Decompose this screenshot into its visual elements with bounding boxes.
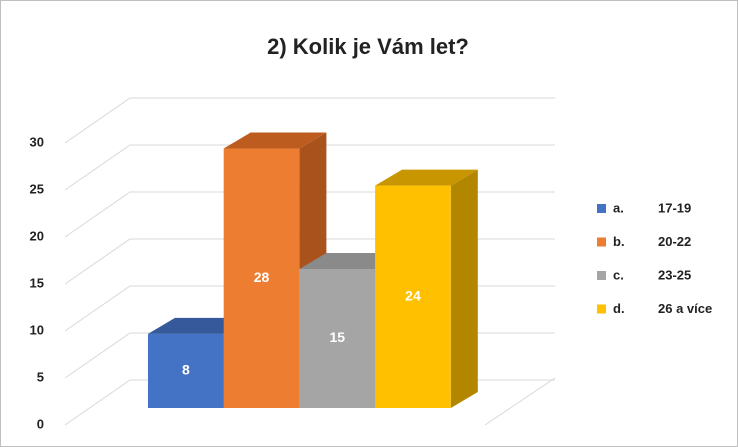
y-tick-label: 20 <box>30 228 44 243</box>
legend-prefix: d. <box>613 301 625 316</box>
legend-label: 17-19 <box>658 200 691 215</box>
bar-top <box>223 132 327 149</box>
data-label: 15 <box>329 329 345 345</box>
grid-line <box>64 97 555 144</box>
bar-top <box>375 169 478 186</box>
bar <box>299 269 376 408</box>
bar <box>223 148 300 409</box>
chart-title: 2) Kolik je Vám let? <box>267 34 469 59</box>
legend-label: 20-22 <box>658 234 691 249</box>
grid-line <box>64 144 555 191</box>
legend-prefix: b. <box>613 234 625 249</box>
legend-prefix: a. <box>613 200 624 215</box>
floor-edge <box>484 377 556 426</box>
legend-swatch <box>597 271 606 280</box>
data-label: 28 <box>254 269 270 285</box>
legend-swatch <box>597 204 606 213</box>
legend-swatch <box>597 237 606 247</box>
data-label: 8 <box>182 362 190 378</box>
bar-side <box>450 169 478 408</box>
bar <box>148 333 224 408</box>
legend-swatch <box>597 304 606 314</box>
legend-prefix: c. <box>613 267 624 282</box>
y-tick-label: 0 <box>37 416 44 431</box>
y-tick-label: 5 <box>37 369 44 384</box>
legend-label: 23-25 <box>658 267 691 282</box>
data-label: 24 <box>405 288 421 304</box>
y-tick-label: 25 <box>30 181 44 196</box>
y-tick-label: 15 <box>30 275 44 290</box>
legend-label: 26 a více <box>658 301 712 316</box>
y-tick-label: 30 <box>30 134 44 149</box>
y-tick-label: 10 <box>30 322 44 337</box>
bar <box>375 185 451 408</box>
